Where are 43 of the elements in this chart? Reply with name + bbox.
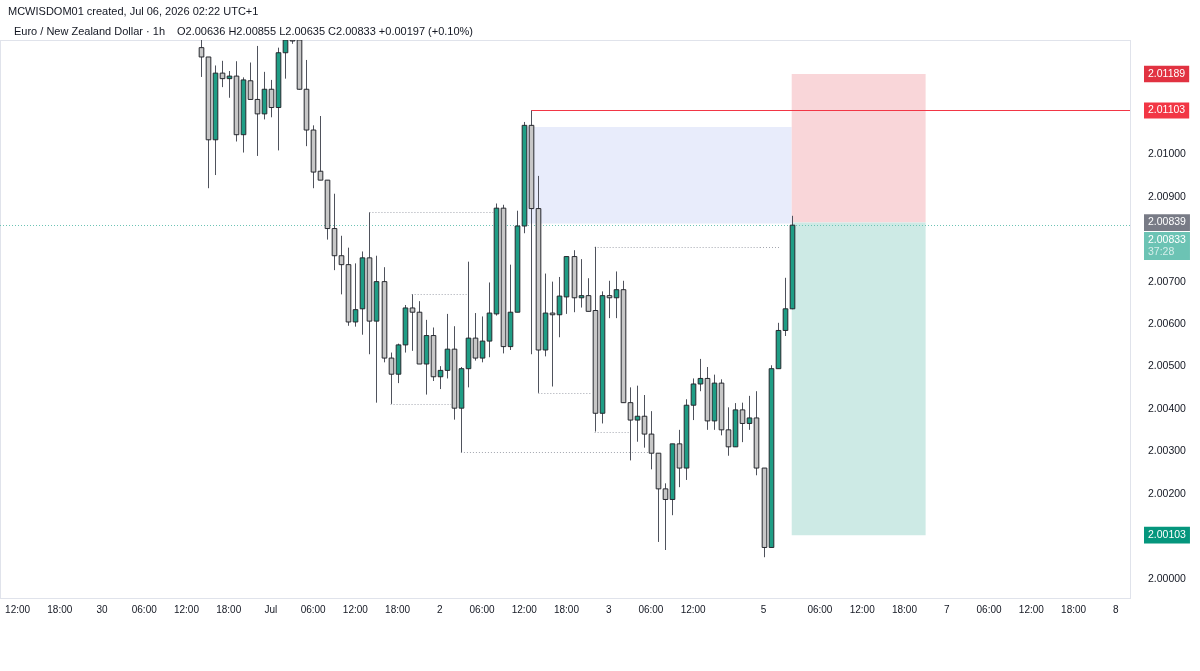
x-tick-label: 18:00 <box>891 603 918 615</box>
x-tick-label: 18:00 <box>553 603 580 615</box>
y-tick-label: 2.01189 <box>1148 66 1186 79</box>
y-tick-label: 2.00839 <box>1148 215 1187 228</box>
x-tick-label: 18:00 <box>385 603 411 615</box>
x-tick-label: 06:00 <box>638 603 664 615</box>
x-tick-label: 06:00 <box>131 603 158 615</box>
x-tick-label: 12:00 <box>849 603 876 615</box>
x-tick-label: 12:00 <box>1018 603 1045 615</box>
ref-line-label: 2.00833 37:28 <box>1148 232 1187 257</box>
y-tick-label: 2.00300 <box>1148 444 1187 457</box>
x-tick-label: 12:00 <box>680 603 707 615</box>
x-tick-label: 12:00 <box>342 603 369 615</box>
chart-subtitle: O2.00636 H2.00855 L2.00635 C2.00833 +0.00197 (+0.10%) <box>177 25 474 37</box>
x-tick-label: 06:00 <box>300 603 327 615</box>
x-tick-label: Jul <box>264 603 278 615</box>
x-tick-label: 18:00 <box>47 603 73 615</box>
x-tick-label: 12:00 <box>5 603 31 615</box>
y-tick-label: 2.00000 <box>1148 571 1187 584</box>
x-tick-label: 12:00 <box>511 603 538 615</box>
data-label: 2.01103 <box>1148 103 1186 116</box>
y-tick-label: 2.00700 <box>1148 274 1187 287</box>
y-tick-label: 2.01000 <box>1148 147 1187 160</box>
y-tick-label: 2.00900 <box>1148 189 1187 202</box>
y-tick-label: 2.00200 <box>1148 486 1187 499</box>
x-tick-label: 5 <box>760 603 767 615</box>
x-tick-label: 06:00 <box>807 603 833 615</box>
x-tick-label: 30 <box>96 603 109 615</box>
x-tick-label: 8 <box>1113 603 1120 615</box>
y-tick-label: 2.00400 <box>1148 401 1187 414</box>
chart-title: Euro / New Zealand Dollar · 1h <box>14 25 166 37</box>
y-tick-label: 2.00600 <box>1148 316 1187 329</box>
x-tick-label: 18:00 <box>1061 603 1087 615</box>
x-tick-label: 7 <box>943 603 950 615</box>
x-tick-label: 12:00 <box>173 603 200 615</box>
y-tick-label: 2.00500 <box>1148 359 1187 372</box>
x-tick-label: 06:00 <box>469 603 495 615</box>
y-tick-label: 2.00103 <box>1148 528 1187 541</box>
x-tick-label: 2 <box>437 603 444 615</box>
x-tick-label: 3 <box>605 603 612 615</box>
x-tick-label: 18:00 <box>216 603 242 615</box>
x-tick-label: 06:00 <box>976 603 1002 615</box>
text: MCWISDOM01 created, Jul 06, 2026 02:22 UTC+1 <box>8 5 259 18</box>
